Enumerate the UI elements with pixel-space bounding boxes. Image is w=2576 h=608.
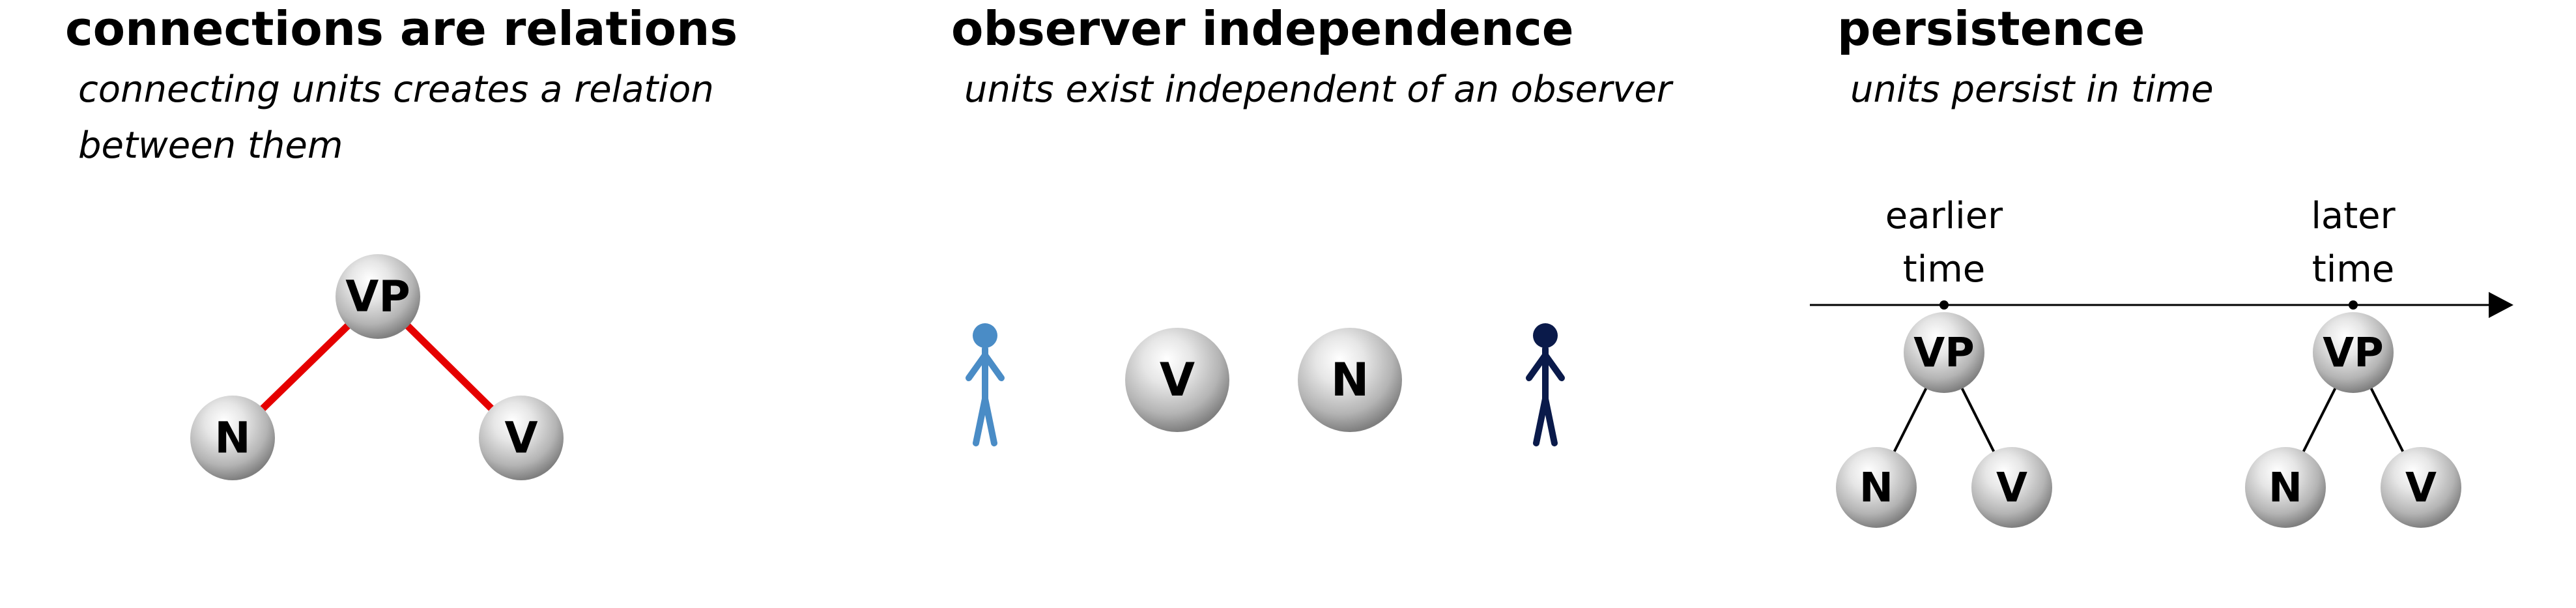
- node-label: N: [1859, 464, 1893, 512]
- observer-diagram: V N: [966, 323, 1565, 446]
- node-v: V: [479, 396, 564, 480]
- panel-subtitle-line2: between them: [78, 124, 343, 167]
- node-label: N: [214, 413, 250, 463]
- panel-subtitle-line1: connecting units creates a relation: [78, 68, 714, 111]
- node-label: V: [2405, 464, 2437, 512]
- earlier-time-point: [1939, 300, 1949, 310]
- panel-title: observer independence: [951, 1, 1574, 56]
- node-v: V: [1971, 447, 2052, 528]
- node-n: N: [190, 396, 275, 480]
- node-label: N: [2268, 464, 2302, 512]
- node-vp: VP: [1904, 312, 1984, 393]
- node-n: N: [1298, 328, 1402, 432]
- panel-title: persistence: [1837, 1, 2145, 56]
- observer-light-icon: [966, 323, 1005, 446]
- node-v: V: [2381, 447, 2461, 528]
- persistence-diagram: earlier time later time VP N V: [1810, 195, 2513, 528]
- panel-subtitle: units persist in time: [1850, 68, 2214, 111]
- node-label: V: [1996, 464, 2027, 512]
- observer-dark-icon: [1526, 323, 1565, 446]
- node-vp: VP: [2313, 312, 2394, 393]
- relations-diagram: VP N V: [190, 254, 564, 480]
- node-vp: VP: [336, 254, 420, 339]
- node-label: VP: [345, 272, 410, 322]
- panel-subtitle: units exist independent of an observer: [964, 68, 1672, 111]
- node-label: V: [1160, 353, 1195, 407]
- panel-observer-independence: observer independence units exist indepe…: [886, 0, 1772, 608]
- node-n: N: [2245, 447, 2326, 528]
- node-label: VP: [2323, 329, 2383, 377]
- later-tree: VP N V: [2245, 312, 2461, 528]
- later-time-point: [2349, 300, 2358, 310]
- node-label: V: [504, 413, 537, 463]
- panel-connections-relations: connections are relations connecting uni…: [0, 0, 847, 608]
- earlier-time-label-line2: time: [1903, 248, 1986, 291]
- panel-title: connections are relations: [65, 1, 738, 56]
- node-v: V: [1125, 328, 1229, 432]
- later-time-label-line1: later: [2311, 195, 2396, 237]
- node-label: N: [1331, 353, 1369, 407]
- later-time-label-line2: time: [2312, 248, 2395, 291]
- node-n: N: [1836, 447, 1917, 528]
- earlier-time-label-line1: earlier: [1885, 195, 2003, 237]
- node-label: VP: [1913, 329, 1974, 377]
- earlier-tree: VP N V: [1836, 312, 2052, 528]
- panel-persistence: persistence units persist in time earlie…: [1772, 0, 2576, 608]
- time-axis-arrow: [1810, 292, 2513, 318]
